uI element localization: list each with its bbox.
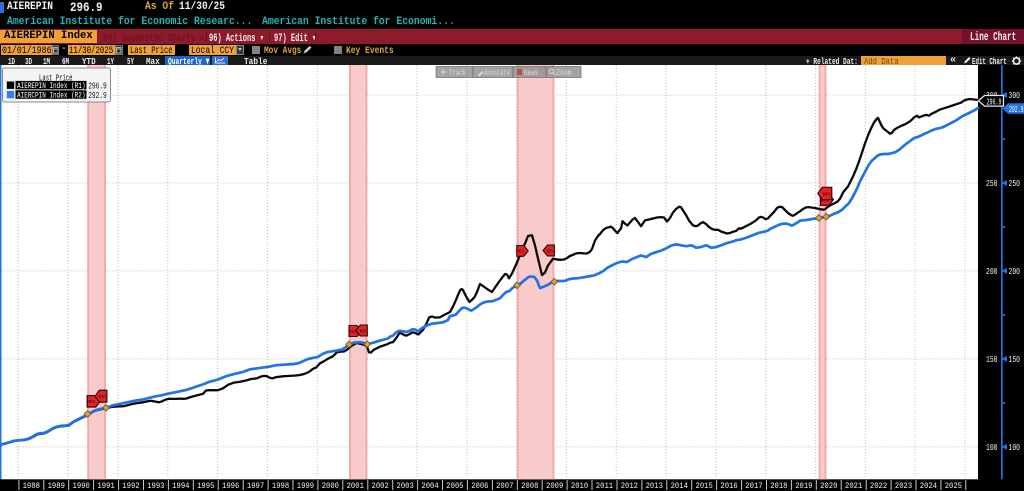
svg-text:AIEREPIN Index (R1): AIEREPIN Index (R1) — [17, 83, 86, 91]
svg-text:2008: 2008 — [521, 481, 538, 491]
svg-text:News: News — [524, 69, 538, 78]
svg-text:200: 200 — [986, 267, 998, 277]
svg-text:1990: 1990 — [73, 481, 90, 491]
svg-text:2014: 2014 — [671, 481, 688, 491]
svg-text:1998: 1998 — [272, 481, 289, 491]
svg-text:2012: 2012 — [621, 481, 638, 491]
svg-text:296.9: 296.9 — [88, 81, 107, 91]
svg-text:296.9: 296.9 — [987, 97, 1002, 107]
svg-text:2009: 2009 — [546, 481, 563, 491]
svg-text:REC: REC — [87, 399, 96, 405]
svg-text:1995: 1995 — [197, 481, 214, 491]
svg-text:2024: 2024 — [920, 481, 937, 491]
svg-text:2000: 2000 — [322, 481, 339, 491]
svg-text:1994: 1994 — [172, 481, 189, 491]
svg-text:2023: 2023 — [895, 481, 912, 491]
svg-text:200: 200 — [1009, 267, 1021, 277]
svg-text:1999: 1999 — [297, 481, 314, 491]
svg-text:2003: 2003 — [397, 481, 414, 491]
svg-text:REC: REC — [547, 248, 556, 254]
svg-text:100: 100 — [1009, 443, 1021, 453]
svg-text:2018: 2018 — [770, 481, 787, 491]
svg-text:2006: 2006 — [471, 481, 488, 491]
svg-text:292.9: 292.9 — [88, 90, 107, 100]
svg-text:REC: REC — [99, 394, 108, 400]
svg-text:2017: 2017 — [745, 481, 762, 491]
svg-text:2011: 2011 — [596, 481, 613, 491]
svg-text:1997: 1997 — [247, 481, 264, 491]
svg-text:2025: 2025 — [945, 481, 962, 491]
svg-text:1996: 1996 — [222, 481, 239, 491]
svg-text:AIERCPIN Index (R2): AIERCPIN Index (R2) — [17, 92, 86, 100]
svg-text:2015: 2015 — [696, 481, 713, 491]
svg-text:2004: 2004 — [421, 481, 438, 491]
svg-text:292.9: 292.9 — [1009, 104, 1024, 114]
svg-text:REC: REC — [821, 197, 830, 203]
svg-text:Last Price: Last Price — [39, 73, 73, 83]
svg-text:150: 150 — [986, 355, 998, 365]
svg-text:1989: 1989 — [48, 481, 65, 491]
svg-text:Track: Track — [449, 69, 466, 78]
svg-text:2007: 2007 — [496, 481, 513, 491]
svg-text:250: 250 — [1009, 179, 1021, 189]
svg-text:2010: 2010 — [571, 481, 588, 491]
svg-text:2005: 2005 — [446, 481, 463, 491]
svg-text:2002: 2002 — [372, 481, 389, 491]
svg-text:1992: 1992 — [122, 481, 139, 491]
svg-text:300: 300 — [1009, 91, 1021, 101]
svg-text:Annotate: Annotate — [484, 69, 510, 78]
svg-text:1993: 1993 — [147, 481, 164, 491]
svg-text:2022: 2022 — [870, 481, 887, 491]
svg-text:REC: REC — [516, 248, 525, 254]
svg-text:Zoom: Zoom — [556, 69, 572, 78]
svg-text:2001: 2001 — [347, 481, 364, 491]
svg-text:2021: 2021 — [845, 481, 862, 491]
svg-text:1991: 1991 — [97, 481, 114, 491]
svg-text:1988: 1988 — [23, 481, 40, 491]
svg-text:150: 150 — [1009, 355, 1021, 365]
svg-text:2020: 2020 — [820, 481, 837, 491]
svg-text:REC: REC — [823, 191, 832, 197]
svg-text:REC: REC — [349, 328, 358, 334]
svg-text:2016: 2016 — [720, 481, 737, 491]
svg-text:2019: 2019 — [795, 481, 812, 491]
svg-text:2013: 2013 — [646, 481, 663, 491]
svg-text:100: 100 — [986, 443, 998, 453]
svg-text:250: 250 — [986, 179, 998, 189]
svg-text:REC: REC — [360, 328, 369, 334]
